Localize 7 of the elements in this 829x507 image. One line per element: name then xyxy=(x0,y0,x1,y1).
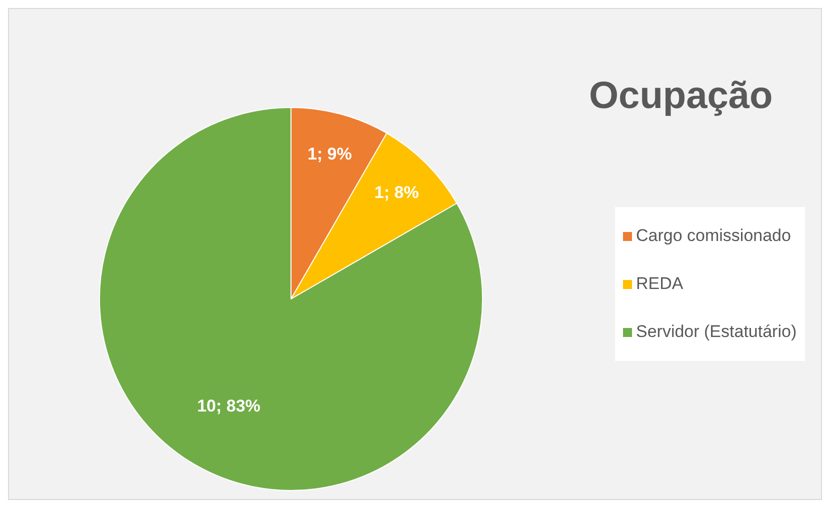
data-label: 1; 9% xyxy=(307,144,352,164)
data-label: 1; 8% xyxy=(374,183,419,202)
legend-label: Cargo comissionado xyxy=(636,225,791,247)
legend-label: Servidor (Estatutário) xyxy=(636,321,797,343)
legend-label: REDA xyxy=(636,273,684,295)
data-label: 10; 83% xyxy=(197,396,260,416)
chart-title: Ocupação xyxy=(589,75,773,118)
